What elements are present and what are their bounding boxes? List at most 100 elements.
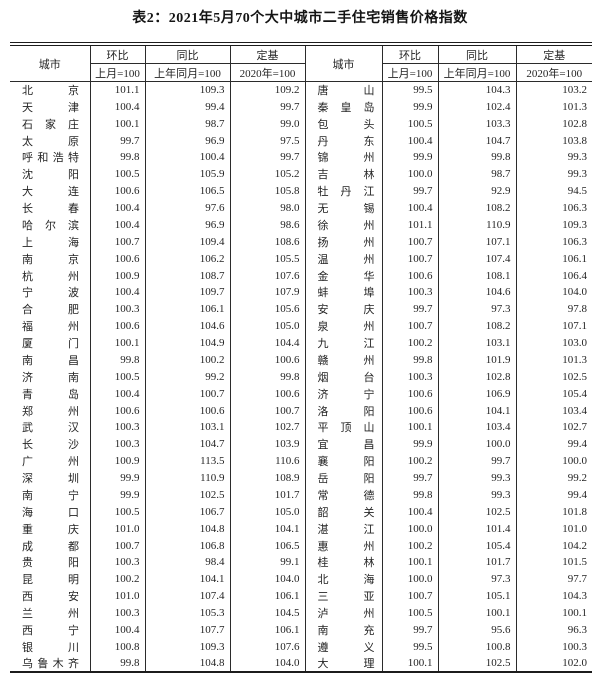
yoy-value-cell: 97.3 [437, 300, 516, 318]
fixed-value-cell: 98.6 [229, 216, 305, 234]
city-cell: 吉林 [304, 165, 382, 183]
fixed-value-cell: 97.5 [229, 132, 305, 149]
fixed-value-cell: 94.5 [515, 182, 592, 200]
mom-value-cell: 99.8 [381, 486, 438, 504]
fixed-value-cell: 97.7 [515, 570, 592, 588]
mom-value-cell: 100.1 [381, 554, 438, 571]
table-row: 长春 100.4 97.6 98.0 无锡 100.4 108.2 106.3 [10, 199, 592, 217]
fixed-value-cell: 105.0 [229, 503, 305, 521]
mom-value-cell: 100.7 [89, 233, 145, 251]
yoy-value-cell: 113.5 [144, 452, 230, 470]
column-header-fixed-right: 定基 [515, 44, 592, 64]
city-name: 蚌埠 [317, 287, 375, 300]
yoy-value-cell: 102.8 [437, 368, 516, 386]
yoy-value-cell: 96.9 [144, 132, 230, 149]
mom-value-cell: 100.4 [89, 284, 145, 301]
fixed-value-cell: 101.3 [515, 351, 592, 369]
table-row: 贵阳 100.3 98.4 99.1 桂林 100.1 101.7 101.5 [10, 554, 592, 571]
fixed-value-cell: 101.7 [229, 486, 305, 504]
table-row: 上海 100.7 109.4 108.6 扬州 100.7 107.1 106.3 [10, 233, 592, 251]
city-name: 广州 [22, 456, 79, 469]
table-row: 福州 100.6 104.6 105.0 泉州 100.7 108.2 107.1 [10, 317, 592, 335]
mom-value-cell: 100.4 [381, 503, 438, 521]
city-cell: 金华 [304, 267, 382, 284]
table-row: 宁波 100.4 109.7 107.9 蚌埠 100.3 104.6 104.0 [10, 284, 592, 301]
table-row: 石家庄 100.1 98.7 99.0 包头 100.5 103.3 102.8 [10, 115, 592, 133]
yoy-value-cell: 104.6 [144, 317, 230, 335]
yoy-value-cell: 107.1 [437, 233, 516, 251]
city-cell: 洛阳 [304, 402, 382, 419]
mom-value-cell: 99.5 [381, 81, 438, 99]
city-cell: 重庆 [10, 520, 90, 537]
yoy-value-cell: 105.4 [437, 537, 516, 554]
city-cell: 大理 [304, 655, 382, 673]
city-cell: 天津 [10, 98, 90, 115]
city-name: 乌鲁木齐 [22, 658, 79, 671]
city-cell: 贵阳 [10, 554, 90, 571]
city-cell: 西宁 [10, 622, 90, 639]
city-name: 牡丹江 [317, 186, 375, 199]
mom-value-cell: 100.3 [89, 300, 145, 318]
fixed-value-cell: 98.0 [229, 199, 305, 217]
mom-value-cell: 99.9 [381, 435, 438, 453]
fixed-value-cell: 104.5 [229, 604, 305, 622]
mom-value-cell: 100.5 [89, 503, 145, 521]
city-name: 烟台 [317, 371, 375, 384]
yoy-value-cell: 100.1 [437, 604, 516, 622]
yoy-value-cell: 99.2 [144, 368, 230, 386]
city-name: 呼和浩特 [22, 152, 79, 165]
city-cell: 南充 [304, 621, 382, 639]
city-cell: 桂林 [304, 554, 382, 571]
city-cell: 青岛 [10, 385, 90, 402]
table-row: 武汉 100.3 103.1 102.7 平顶山 100.1 103.4 102.7 [10, 419, 592, 436]
fixed-value-cell: 104.0 [229, 655, 305, 673]
yoy-value-cell: 103.1 [437, 334, 516, 352]
mom-value-cell: 99.7 [381, 469, 438, 487]
city-name: 西宁 [22, 624, 79, 637]
table-row: 重庆 101.0 104.8 104.1 湛江 100.0 101.4 101.0 [10, 520, 592, 538]
table-row: 郑州 100.6 100.6 100.7 洛阳 100.6 104.1 103.4 [10, 402, 592, 419]
city-name: 福州 [22, 321, 79, 334]
yoy-value-cell: 96.9 [144, 216, 230, 234]
yoy-value-cell: 101.9 [437, 351, 516, 369]
fixed-value-cell: 106.1 [229, 587, 305, 605]
mom-value-cell: 100.5 [89, 165, 145, 183]
mom-value-cell: 100.4 [381, 132, 438, 149]
mom-value-cell: 99.9 [89, 469, 145, 487]
city-cell: 北京 [10, 82, 90, 99]
city-cell: 济南 [10, 368, 90, 385]
mom-value-cell: 100.3 [381, 284, 438, 301]
mom-value-cell: 100.4 [89, 621, 145, 639]
mom-value-cell: 100.0 [381, 520, 438, 538]
mom-value-cell: 100.1 [89, 334, 145, 352]
fixed-value-cell: 97.8 [515, 300, 592, 318]
mom-value-cell: 101.0 [89, 520, 145, 538]
fixed-value-cell: 104.1 [229, 520, 305, 538]
city-name: 银川 [22, 641, 79, 654]
yoy-value-cell: 109.7 [144, 284, 230, 301]
column-header-yoy-right: 同比 [437, 44, 516, 64]
fixed-value-cell: 104.2 [515, 537, 592, 554]
city-name: 贵阳 [22, 557, 79, 570]
fixed-value-cell: 103.8 [515, 132, 592, 149]
mom-value-cell: 100.2 [381, 452, 438, 470]
table-row: 合肥 100.3 106.1 105.6 安庆 99.7 97.3 97.8 [10, 300, 592, 318]
fixed-value-cell: 100.3 [515, 638, 592, 656]
city-cell: 泸州 [304, 604, 382, 622]
fixed-value-cell: 99.7 [229, 98, 305, 116]
mom-value-cell: 99.7 [381, 621, 438, 639]
city-cell: 哈尔滨 [10, 217, 90, 234]
table-row: 深圳 99.9 110.9 108.9 岳阳 99.7 99.3 99.2 [10, 469, 592, 487]
city-cell: 上海 [10, 233, 90, 250]
city-cell: 广州 [10, 453, 90, 470]
city-name: 温州 [317, 253, 375, 266]
mom-value-cell: 100.5 [89, 368, 145, 386]
mom-value-cell: 100.4 [89, 216, 145, 234]
city-name: 惠州 [317, 540, 375, 553]
fixed-value-cell: 102.0 [515, 655, 592, 673]
table-row: 兰州 100.3 105.3 104.5 泸州 100.5 100.1 100.1 [10, 604, 592, 622]
city-name: 武汉 [22, 422, 79, 435]
mom-value-cell: 100.2 [89, 570, 145, 588]
yoy-value-cell: 105.3 [144, 604, 230, 622]
fixed-value-cell: 106.1 [229, 621, 305, 639]
